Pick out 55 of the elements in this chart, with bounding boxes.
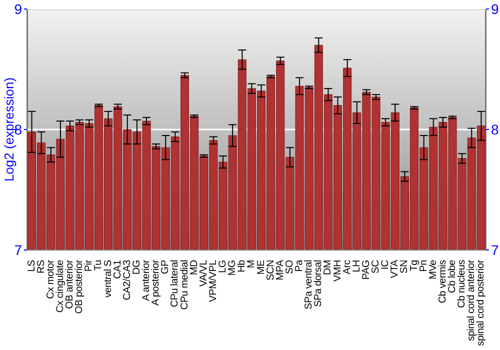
x-tick-label: MVe: [428, 259, 439, 280]
x-tick-label: A anterior: [141, 259, 152, 301]
x-tick-label: DG: [131, 260, 142, 275]
x-tick-label: VMH: [332, 260, 344, 282]
x-tick-label: CA2/CA3: [122, 259, 133, 300]
x-tick-label: GP: [160, 259, 172, 274]
x-tick-label: OB anterior: [64, 259, 76, 309]
x-tick-label: SPa ventral: [304, 260, 315, 310]
y-tick-label: 7: [14, 242, 22, 258]
x-tick-label: Cx motor: [45, 259, 56, 299]
y-tick-label: 9: [14, 0, 22, 17]
x-tick-label: SC: [370, 260, 382, 274]
x-tick-label: PAG: [360, 260, 372, 280]
x-tick-label: Pa: [294, 259, 306, 272]
x-tick-label: Pir: [84, 259, 95, 272]
x-tick-label: SPa dorsal: [313, 260, 324, 307]
x-tick-label: M: [246, 260, 258, 268]
x-tick-label: CA1: [112, 259, 124, 279]
x-tick-label: Cb lobe: [447, 259, 458, 294]
x-tick-label: SN: [399, 260, 410, 274]
x-tick-label: Tu: [93, 260, 104, 271]
x-tick-label: VTA: [390, 259, 401, 278]
x-tick-label: A posterior: [150, 259, 162, 306]
y2-tick-label: 7: [491, 242, 499, 258]
x-tick-label: LS: [26, 259, 38, 272]
x-tick-label: Tg: [408, 260, 420, 272]
x-tick-label: IC: [380, 260, 392, 270]
x-tick-label: LG: [218, 260, 229, 273]
y-tick-label: 8: [14, 121, 22, 138]
x-tick-label: VA/VL: [198, 259, 210, 287]
x-tick-label: SO: [284, 260, 296, 274]
x-tick-label: CPu lateral: [170, 260, 181, 308]
y-axis-title: Log2 (expression): [2, 77, 17, 182]
x-tick-label: MD: [188, 260, 200, 276]
x-tick-label: RS: [36, 259, 47, 274]
x-tick-label: ventral S: [102, 259, 114, 298]
x-tick-label: CPu medial: [179, 260, 190, 310]
x-tick-label: spinal cord anterior: [466, 259, 478, 342]
x-tick-label: spinal cord posterior: [476, 259, 487, 346]
x-tick-label: Cb vermis: [437, 260, 448, 304]
x-tick-label: VPM/VPL: [208, 259, 219, 302]
x-tick-label: ME: [256, 259, 267, 275]
x-tick-label: Arc: [342, 260, 353, 274]
x-tick-label: MG: [227, 260, 238, 276]
y2-tick-label: 9: [491, 0, 499, 17]
x-tick-label: Pn: [418, 260, 430, 272]
x-tick-label: LH: [351, 260, 362, 272]
x-tick-label: Cx cingulate: [54, 259, 66, 313]
x-tick-label: Hb: [236, 259, 248, 272]
x-tick-label: SCN: [265, 260, 276, 281]
x-tick-label: OB posterior: [74, 259, 86, 314]
x-tick-label: MPA: [274, 259, 286, 280]
y2-tick-label: 8: [491, 121, 499, 138]
x-tick-label: Cb nucleus: [456, 260, 468, 308]
x-tick-label: DM: [322, 260, 334, 276]
